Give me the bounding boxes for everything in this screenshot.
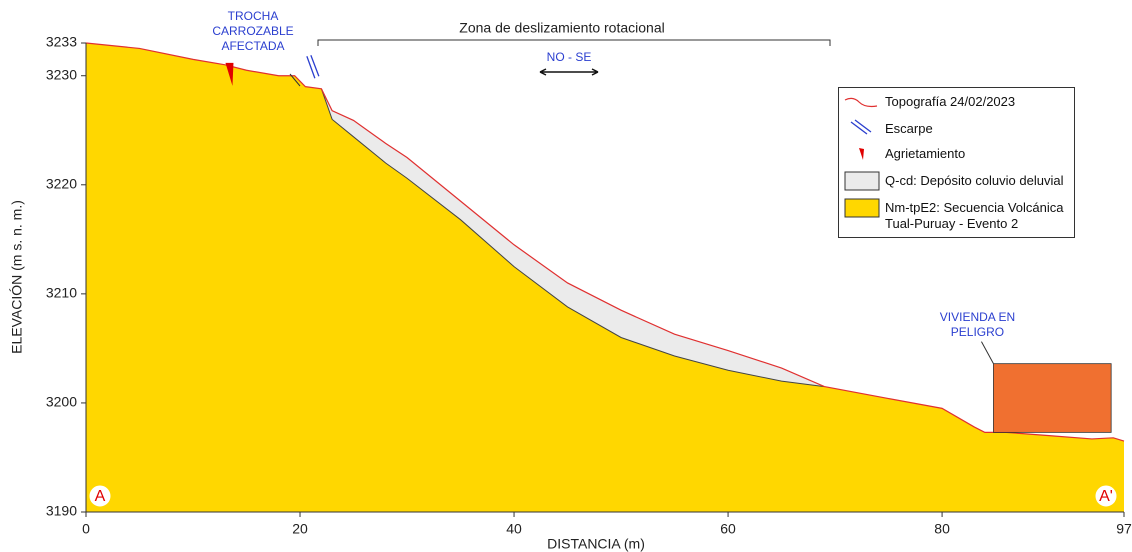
direction-arrow: [540, 69, 598, 75]
legend-swatch: [845, 199, 879, 217]
road-label: CARROZABLE: [212, 24, 293, 38]
y-axis-label: ELEVACIÓN (m s. n. m.): [9, 200, 25, 354]
zone-label: Zona de deslizamiento rotacional: [459, 20, 664, 36]
x-axis-label: DISTANCIA (m): [547, 536, 645, 552]
house-pointer: [981, 342, 993, 364]
y-tick-label: 3200: [46, 394, 77, 410]
x-tick-label: 60: [720, 521, 736, 537]
house-label: PELIGRO: [951, 325, 1004, 339]
y-tick-label: 3190: [46, 503, 77, 519]
legend: Topografía 24/02/2023 Escarpe Agrietamie…: [838, 87, 1075, 238]
house-label: VIVIENDA EN: [940, 310, 1015, 324]
legend-label: Topografía 24/02/2023: [885, 94, 1071, 110]
section-label: A: [95, 488, 106, 505]
road-label: TROCHA: [228, 9, 279, 23]
page: VIVIENDA ENPELIGRO 3190 3200 3210 3220 3230 32…: [0, 0, 1132, 552]
legend-crack: [859, 148, 864, 160]
x-tick-label: 20: [292, 521, 308, 537]
y-tick-label: 3230: [46, 66, 77, 82]
legend-label: Q-cd: Depósito coluvio deluvial: [885, 173, 1071, 189]
legend-label: Agrietamiento: [885, 146, 1071, 162]
y-tick-label: 3233: [46, 34, 77, 50]
chart: VIVIENDA ENPELIGRO 3190 3200 3210 3220 3230 32…: [0, 0, 1132, 552]
legend-label: Nm-tpE2: Secuencia Volcánica Tual-Puruay…: [885, 200, 1071, 232]
road-label: AFECTADA: [221, 39, 284, 53]
x-tick-label: 80: [934, 521, 950, 537]
direction-label: NO - SE: [547, 50, 592, 64]
scarp: [307, 55, 319, 78]
x-tick-label: 0: [82, 521, 90, 537]
section-label: A': [1099, 488, 1113, 505]
zone-bracket: [318, 40, 830, 46]
y-tick-label: 3210: [46, 285, 77, 301]
y-tick-label: 3220: [46, 175, 77, 191]
x-tick-label: 97: [1116, 521, 1132, 537]
legend-line: [845, 98, 877, 106]
legend-swatch: [845, 172, 879, 190]
x-tick-label: 40: [506, 521, 522, 537]
legend-symbols: [839, 88, 885, 238]
house: [993, 364, 1111, 433]
legend-scarp: [851, 120, 871, 134]
legend-label: Escarpe: [885, 121, 1071, 137]
